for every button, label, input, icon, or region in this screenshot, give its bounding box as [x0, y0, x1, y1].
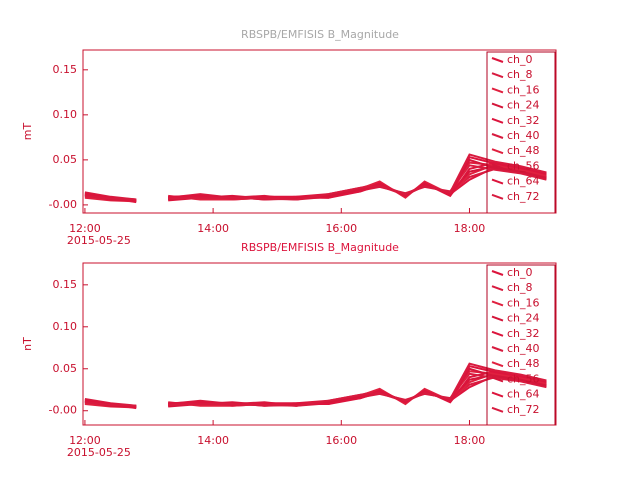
y-tick-label: 0.10	[53, 320, 78, 333]
y-tick-label: 0.05	[53, 153, 78, 166]
legend-label: ch_64	[507, 388, 540, 401]
legend-label: ch_64	[507, 175, 540, 188]
legend-label: ch_40	[507, 129, 540, 142]
plot-area	[84, 362, 547, 410]
panel: RBSPB/EMFISIS B_Magnitude nT -0.00 0.05 0.10…	[21, 241, 557, 459]
chart-title: RBSPB/EMFISIS B_Magnitude	[241, 241, 399, 254]
plot-frame	[82, 49, 557, 214]
y-tick-label: 0.15	[53, 278, 78, 291]
legend-swatch	[491, 57, 504, 63]
legend-label: ch_8	[507, 281, 533, 294]
y-tick-label: 0.05	[53, 362, 78, 375]
legend-label: ch_48	[507, 357, 540, 370]
legend-label: ch_72	[507, 190, 540, 203]
legend-label: ch_72	[507, 403, 540, 416]
plot-frame	[82, 262, 557, 426]
plot-area	[84, 153, 547, 204]
x-tick-label: 18:00	[454, 434, 486, 447]
legend-label: ch_0	[507, 53, 533, 66]
date-label: 2015-05-25	[67, 446, 131, 459]
legend-label: ch_48	[507, 144, 540, 157]
x-tick-label: 14:00	[197, 222, 229, 235]
legend: ch_0 ch_8 ch_16 ch_24 ch_32 ch_40 ch_48 ch_56ch…	[486, 264, 556, 425]
legend-swatch	[491, 102, 504, 109]
x-tick-label: 12:00	[69, 434, 101, 447]
panel: RBSPB/EMFISIS B_Magnitude mT -0.00 0.05 0.10…	[21, 28, 557, 247]
legend-label: ch_32	[507, 327, 540, 340]
legend-swatch	[491, 285, 504, 292]
chart-title: RBSPB/EMFISIS B_Magnitude	[241, 28, 399, 41]
legend-label: ch_16	[507, 83, 540, 96]
legend-label: ch_32	[507, 114, 540, 127]
y-axis-label: mT	[21, 123, 34, 141]
legend-swatch	[491, 148, 504, 155]
legend-swatch	[491, 270, 504, 276]
legend-label: ch_8	[507, 68, 533, 81]
legend-label: ch_40	[507, 342, 540, 355]
x-tick-label: 14:00	[197, 434, 229, 447]
legend-swatch	[491, 391, 504, 398]
y-tick-label: 0.10	[53, 108, 78, 121]
legend-label: ch_0	[507, 266, 533, 279]
legend-box	[486, 264, 556, 425]
x-tick-label: 12:00	[69, 222, 101, 235]
legend-swatch	[491, 117, 504, 124]
legend-label: ch_56	[507, 159, 540, 172]
legend-swatch	[491, 300, 504, 307]
date-label: 2015-05-25	[67, 234, 131, 247]
legend-swatch	[491, 361, 504, 368]
y-axis-label: nT	[21, 337, 34, 351]
y-tick-label: -0.00	[49, 404, 77, 417]
legend-swatch	[491, 163, 504, 170]
legend-label: ch_24	[507, 99, 540, 112]
y-tick-label: 0.15	[53, 63, 78, 76]
legend-box	[486, 51, 556, 213]
legend-swatch	[491, 376, 504, 383]
y-tick-label: -0.00	[49, 198, 77, 211]
x-tick-label: 18:00	[454, 222, 486, 235]
legend-swatch	[491, 87, 504, 94]
legend-swatch	[491, 315, 504, 322]
legend-swatch	[491, 178, 504, 185]
legend-label: ch_24	[507, 312, 540, 325]
x-tick-label: 16:00	[325, 222, 357, 235]
x-tick-label: 16:00	[325, 434, 357, 447]
legend-swatch	[491, 330, 504, 337]
legend-label: ch_56	[507, 372, 540, 385]
legend-swatch	[491, 406, 504, 413]
legend: ch_0 ch_8 ch_16 ch_24 ch_32 ch_40 ch_48 ch_56ch…	[486, 51, 556, 213]
legend-swatch	[491, 72, 504, 79]
legend-swatch	[491, 193, 504, 200]
legend-label: ch_16	[507, 296, 540, 309]
legend-swatch	[491, 133, 504, 139]
legend-swatch	[491, 346, 504, 352]
